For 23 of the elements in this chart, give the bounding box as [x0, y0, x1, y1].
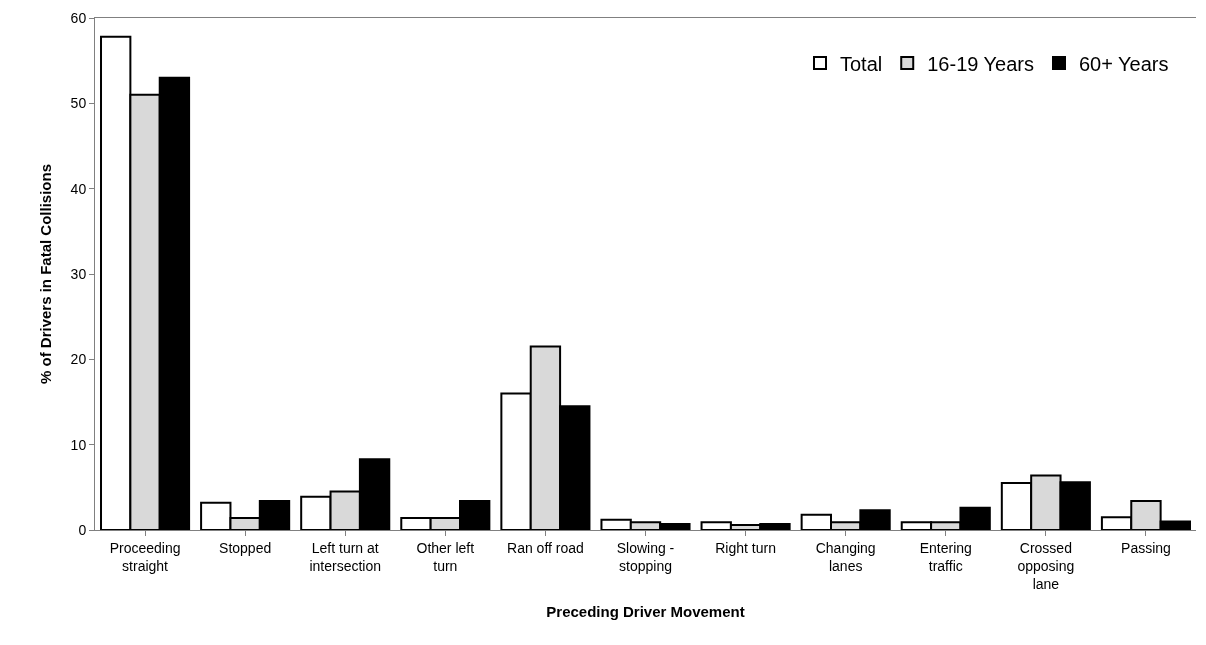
x-tick-label: Other left turn [416, 539, 475, 574]
x-tick-label: Left turn at intersection [309, 539, 382, 574]
x-axis-title: Preceding Driver Movement [546, 603, 745, 621]
y-tick-label: 0 [78, 521, 87, 538]
y-axis-title: % of Drivers in Fatal Collisions [36, 163, 54, 385]
legend-label: 60+ Years [1079, 52, 1169, 75]
legend-label: Total [839, 52, 883, 75]
x-tick-label: Crossed opposing lane [1017, 539, 1075, 593]
x-tick-label: Proceeding straight [109, 539, 181, 574]
y-tick-label: 20 [70, 351, 87, 368]
y-tick-label: 30 [70, 265, 87, 282]
y-tick-label: 60 [70, 9, 87, 26]
y-tick-label: 40 [70, 180, 87, 197]
x-tick-label: Changing lanes [815, 539, 876, 574]
y-tick-label: 50 [70, 95, 87, 112]
x-tick-label: Passing [1121, 539, 1171, 556]
x-tick-label: Slowing - stopping [616, 539, 675, 574]
x-tick-label: Entering traffic [919, 539, 972, 574]
x-tick-label: Right turn [715, 539, 776, 556]
legend-label: 16-19 Years [927, 52, 1034, 75]
y-tick-label: 10 [70, 436, 87, 453]
x-tick-label: Stopped [219, 539, 272, 556]
x-tick-label: Ran off road [507, 539, 584, 556]
